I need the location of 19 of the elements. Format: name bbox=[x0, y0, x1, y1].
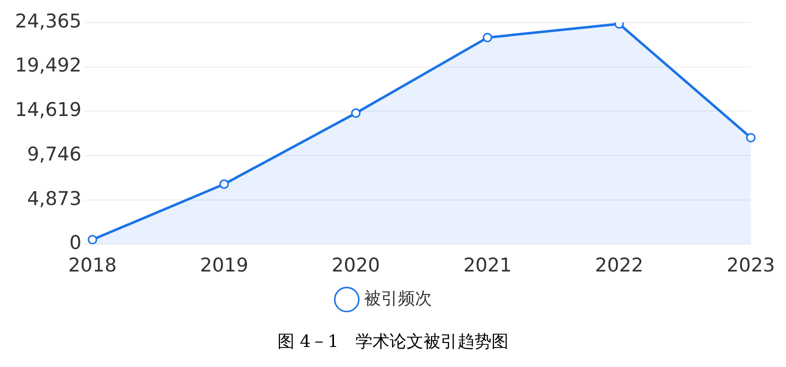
caption: 图 4－1 学术论文被引趋势图 bbox=[276, 331, 510, 353]
x-tick-label: 2020 bbox=[332, 254, 380, 277]
y-tick-label: 4,873 bbox=[27, 188, 82, 210]
y-tick-label: 19,492 bbox=[14, 54, 82, 77]
point bbox=[746, 132, 756, 142]
x-tick-label: 2022 bbox=[594, 254, 644, 277]
point bbox=[351, 108, 361, 118]
legend-label: 被引频次 bbox=[364, 288, 432, 309]
y-tick-label: 9,746 bbox=[27, 143, 82, 166]
y-tick-label: 14,619 bbox=[14, 99, 82, 122]
point bbox=[482, 32, 492, 42]
y-tick-label: 24,365 bbox=[14, 10, 82, 32]
x-tick-label: 2021 bbox=[463, 254, 512, 277]
x-tick-label: 2019 bbox=[200, 254, 248, 277]
y-tick-label: 0 bbox=[69, 232, 82, 254]
x-tick-label: 2023 bbox=[726, 254, 776, 277]
point bbox=[219, 179, 229, 189]
x-tick-label: 2018 bbox=[68, 254, 117, 277]
point bbox=[88, 234, 98, 244]
